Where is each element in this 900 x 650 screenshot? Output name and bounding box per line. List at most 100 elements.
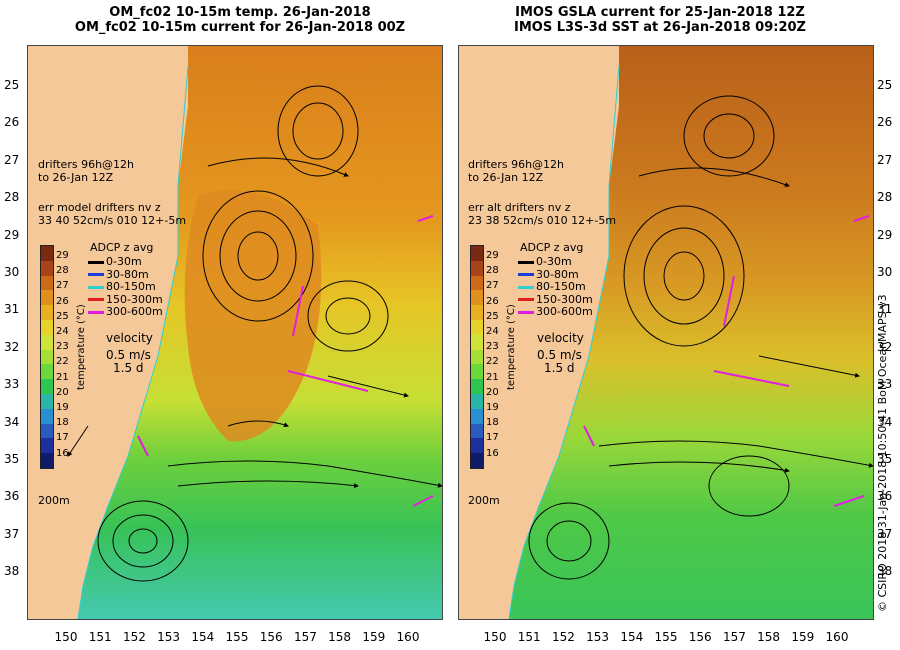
right-drifter-info-4: 23 38 52cm/s 010 12+-5m	[468, 214, 617, 227]
right-lat-tick-37: 37	[877, 526, 893, 541]
left-adcp-legend-title: ADCP z avg	[90, 241, 154, 254]
left-lat-tick-32: 32	[4, 339, 20, 354]
current-streamlines	[67, 157, 442, 489]
left-lat-tick-28: 28	[4, 190, 20, 205]
right-colorbar-label-22: 22	[486, 356, 499, 368]
right-legend-item: 80-150m	[518, 280, 586, 293]
left-lat-tick-30: 30	[4, 265, 20, 279]
legend-arrow-icon	[88, 310, 104, 314]
land-mass	[459, 46, 619, 619]
left-lon-tick-157: 157	[293, 630, 317, 644]
left-colorbar-segment	[41, 290, 53, 306]
left-lon-tick-152: 152	[122, 630, 146, 644]
right-colorbar-label-20: 20	[486, 386, 499, 398]
credit-text: © CSIRO 2018 31-Jan-2018 10:50:41 BoM Oc…	[876, 294, 889, 612]
legend-arrow-icon	[88, 298, 104, 301]
left-colorbar-label-27: 27	[56, 280, 69, 292]
right-colorbar-label-28: 28	[486, 265, 499, 277]
right-colorbar	[470, 245, 484, 469]
left-lat-tick-25: 25	[4, 78, 20, 92]
left-lat-tick-31: 31	[4, 302, 20, 317]
left-colorbar-label-21: 21	[56, 371, 69, 383]
right-legend-item: 300-600m	[518, 305, 593, 318]
eddy-central	[202, 190, 314, 322]
right-title-line1: IMOS GSLA current for 25-Jan-2018 12Z	[515, 5, 805, 20]
legend-label: 0-30m	[536, 255, 572, 268]
right-colorbar-segment	[471, 408, 483, 425]
left-colorbar-segment	[41, 423, 53, 439]
right-colorbar-label-17: 17	[486, 432, 499, 444]
left-lon-tick-160: 160	[396, 630, 420, 644]
eddy-east	[307, 280, 389, 352]
left-colorbar-label-25: 25	[56, 310, 69, 322]
right-colorbar-label-19: 19	[486, 402, 499, 413]
right-velocity-speed: 0.5 m/s	[537, 348, 582, 362]
left-colorbar-label-20: 20	[56, 386, 69, 398]
right-lat-tick-25: 25	[877, 78, 893, 92]
legend-arrow-icon	[518, 285, 534, 289]
left-colorbar-segment	[41, 379, 53, 395]
eddy-south	[97, 500, 189, 582]
right-colorbar-segment	[471, 305, 483, 321]
left-lat-tick-36: 36	[4, 489, 20, 504]
right-drifter-info-1: drifters 96h@12h	[468, 158, 565, 171]
left-colorbar-segment	[41, 408, 53, 425]
left-lat-tick-33: 33	[4, 377, 20, 392]
coastline	[508, 65, 620, 619]
legend-arrow-icon	[518, 260, 534, 264]
right-lat-tick-29: 29	[877, 227, 893, 242]
right-colorbar-segment	[471, 394, 483, 410]
left-legend-item: 30-80m	[88, 268, 149, 281]
left-velocity-label: velocity	[106, 331, 153, 345]
left-colorbar-label-23: 23	[56, 341, 69, 353]
current-streamlines	[598, 167, 873, 473]
right-lon-tick-155: 155	[654, 630, 678, 644]
left-colorbar-label-28: 28	[56, 265, 69, 277]
right-map-svg	[459, 46, 873, 619]
left-colorbar-label-17: 17	[56, 432, 69, 444]
right-colorbar-segment	[471, 349, 483, 365]
legend-label: 150-300m	[536, 292, 593, 306]
drifter-tracks	[583, 215, 870, 507]
right-lon-tick-157: 157	[722, 630, 746, 644]
left-lon-tick-156: 156	[259, 630, 283, 644]
right-colorbar-segment	[471, 453, 483, 469]
legend-arrow-icon	[88, 273, 104, 276]
left-lon-tick-151: 151	[88, 630, 112, 644]
left-drifter-info-1: drifters 96h@12h	[38, 158, 135, 171]
left-colorbar-label-24: 24	[56, 326, 69, 337]
right-lat-tick-32: 32	[877, 339, 893, 354]
left-drifter-info-2: to 26-Jan 12Z	[38, 171, 114, 184]
left-colorbar-segment	[41, 438, 53, 454]
left-colorbar-label-26: 26	[56, 295, 69, 307]
right-lon-tick-152: 152	[551, 630, 575, 644]
legend-label: 30-80m	[536, 267, 579, 281]
left-legend-item: 150-300m	[88, 293, 163, 306]
right-lat-tick-36: 36	[877, 489, 893, 504]
legend-arrow-icon	[518, 273, 534, 276]
right-colorbar-segment	[471, 246, 483, 262]
right-colorbar-axis-label: temperature (°C)	[506, 304, 517, 390]
left-lat-tick-35: 35	[4, 452, 20, 466]
legend-label: 80-150m	[106, 280, 156, 293]
left-colorbar-label-19: 19	[56, 402, 69, 413]
right-colorbar-label-24: 24	[486, 326, 499, 337]
right-lat-tick-34: 34	[877, 414, 893, 429]
left-velocity-speed: 0.5 m/s	[106, 348, 151, 362]
left-colorbar-segment	[41, 453, 53, 469]
right-lon-tick-151: 151	[517, 630, 541, 644]
right-legend-item: 150-300m	[518, 293, 593, 306]
right-colorbar-label-18: 18	[486, 417, 499, 429]
right-colorbar-segment	[471, 320, 483, 336]
left-legend-item: 0-30m	[88, 255, 142, 268]
right-colorbar-label-29: 29	[486, 250, 499, 261]
left-colorbar-label-22: 22	[56, 356, 69, 368]
right-lon-tick-159: 159	[791, 630, 815, 644]
right-lat-tick-35: 35	[877, 452, 893, 466]
left-drifter-info-3: err model drifters nv z	[38, 201, 161, 214]
left-legend-item: 300-600m	[88, 305, 163, 318]
right-lon-tick-160: 160	[825, 630, 849, 644]
right-colorbar-segment	[471, 364, 483, 380]
right-colorbar-label-25: 25	[486, 310, 499, 322]
right-adcp-legend-title: ADCP z avg	[520, 241, 584, 254]
